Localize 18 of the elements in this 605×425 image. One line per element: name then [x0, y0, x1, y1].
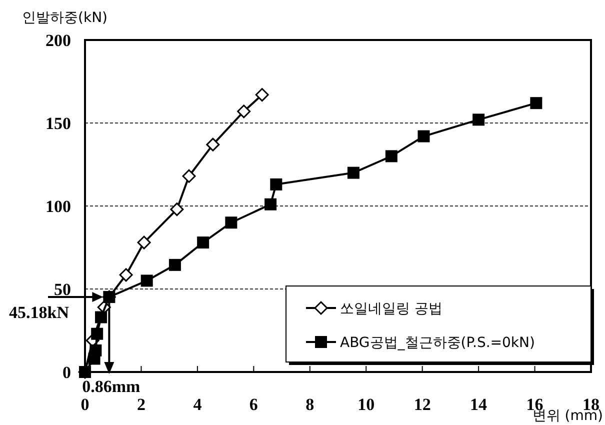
- x-tick-label: 8: [306, 395, 314, 414]
- annotation: 45.18kN: [9, 303, 70, 322]
- x-tick-label: 4: [193, 395, 202, 414]
- y-tick-label: 200: [46, 31, 71, 50]
- y-tick-label: 50: [54, 280, 71, 299]
- y-axis-title: 인발하중(kN): [22, 10, 108, 26]
- x-tick-label: 6: [249, 395, 258, 414]
- x-tick-label: 0: [80, 395, 90, 414]
- annotation: 0.86mm: [82, 377, 140, 396]
- legend-label: ABG공법_철근하중(P.S.=0kN): [340, 335, 535, 351]
- y-tick-label: 100: [46, 197, 71, 216]
- legend-label: 쏘일네일링 공법: [340, 301, 442, 317]
- x-tick-label: 10: [358, 395, 375, 414]
- x-tick-label: 2: [136, 395, 146, 414]
- y-tick-label: 150: [46, 114, 71, 133]
- y-tick-label: 0: [62, 363, 71, 382]
- x-tick-label: 12: [414, 395, 431, 414]
- x-tick-label: 14: [470, 395, 488, 414]
